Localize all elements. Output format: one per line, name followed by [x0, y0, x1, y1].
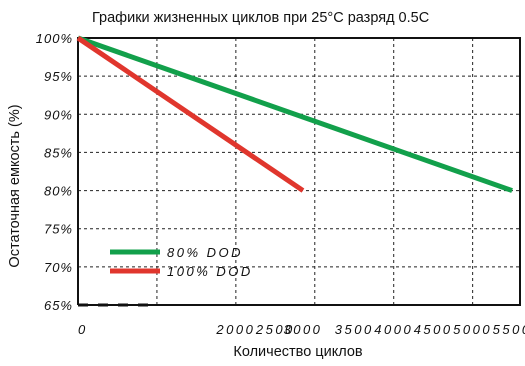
- x-tick-label: 4500: [414, 322, 453, 337]
- x-tick-label: 2500: [255, 322, 295, 337]
- y-tick-label: 75%: [44, 222, 73, 237]
- series-line-0: [77, 35, 513, 193]
- x-tick-label: 5000: [453, 322, 492, 337]
- x-tick-label: 2000: [215, 322, 255, 337]
- x-tick-label: 3000: [283, 322, 322, 337]
- legend-label: 80% DOD: [167, 245, 243, 260]
- y-tick-labels: 100% 95% 90% 85% 80% 75% 70% 65%: [36, 31, 73, 313]
- x-tick-label: 0: [78, 322, 88, 337]
- y-tick-label: 100%: [36, 31, 73, 46]
- x-tick-label: 4000: [374, 322, 413, 337]
- axes: [77, 37, 521, 307]
- y-tick-label: 85%: [44, 145, 73, 160]
- legend: 80% DOD 100% DOD: [110, 245, 253, 279]
- y-tick-label: 90%: [44, 107, 73, 122]
- grid: [78, 38, 520, 305]
- x-axis-label: Количество циклов: [233, 344, 362, 360]
- y-axis-label: Остаточная емкость (%): [7, 104, 23, 267]
- x-tick-label: 5500: [493, 322, 525, 337]
- y-tick-label: 80%: [44, 184, 73, 199]
- y-tick-label: 70%: [44, 260, 73, 275]
- series-line-1: [76, 35, 305, 193]
- chart-title: Графики жизненных циклов при 25°C разряд…: [92, 10, 429, 26]
- y-tick-label: 95%: [44, 69, 73, 84]
- plot-frame: [77, 37, 521, 306]
- y-tick-label: 65%: [44, 298, 73, 313]
- legend-label: 100% DOD: [167, 264, 253, 279]
- x-tick-label: 3500: [335, 322, 374, 337]
- series: [76, 35, 513, 193]
